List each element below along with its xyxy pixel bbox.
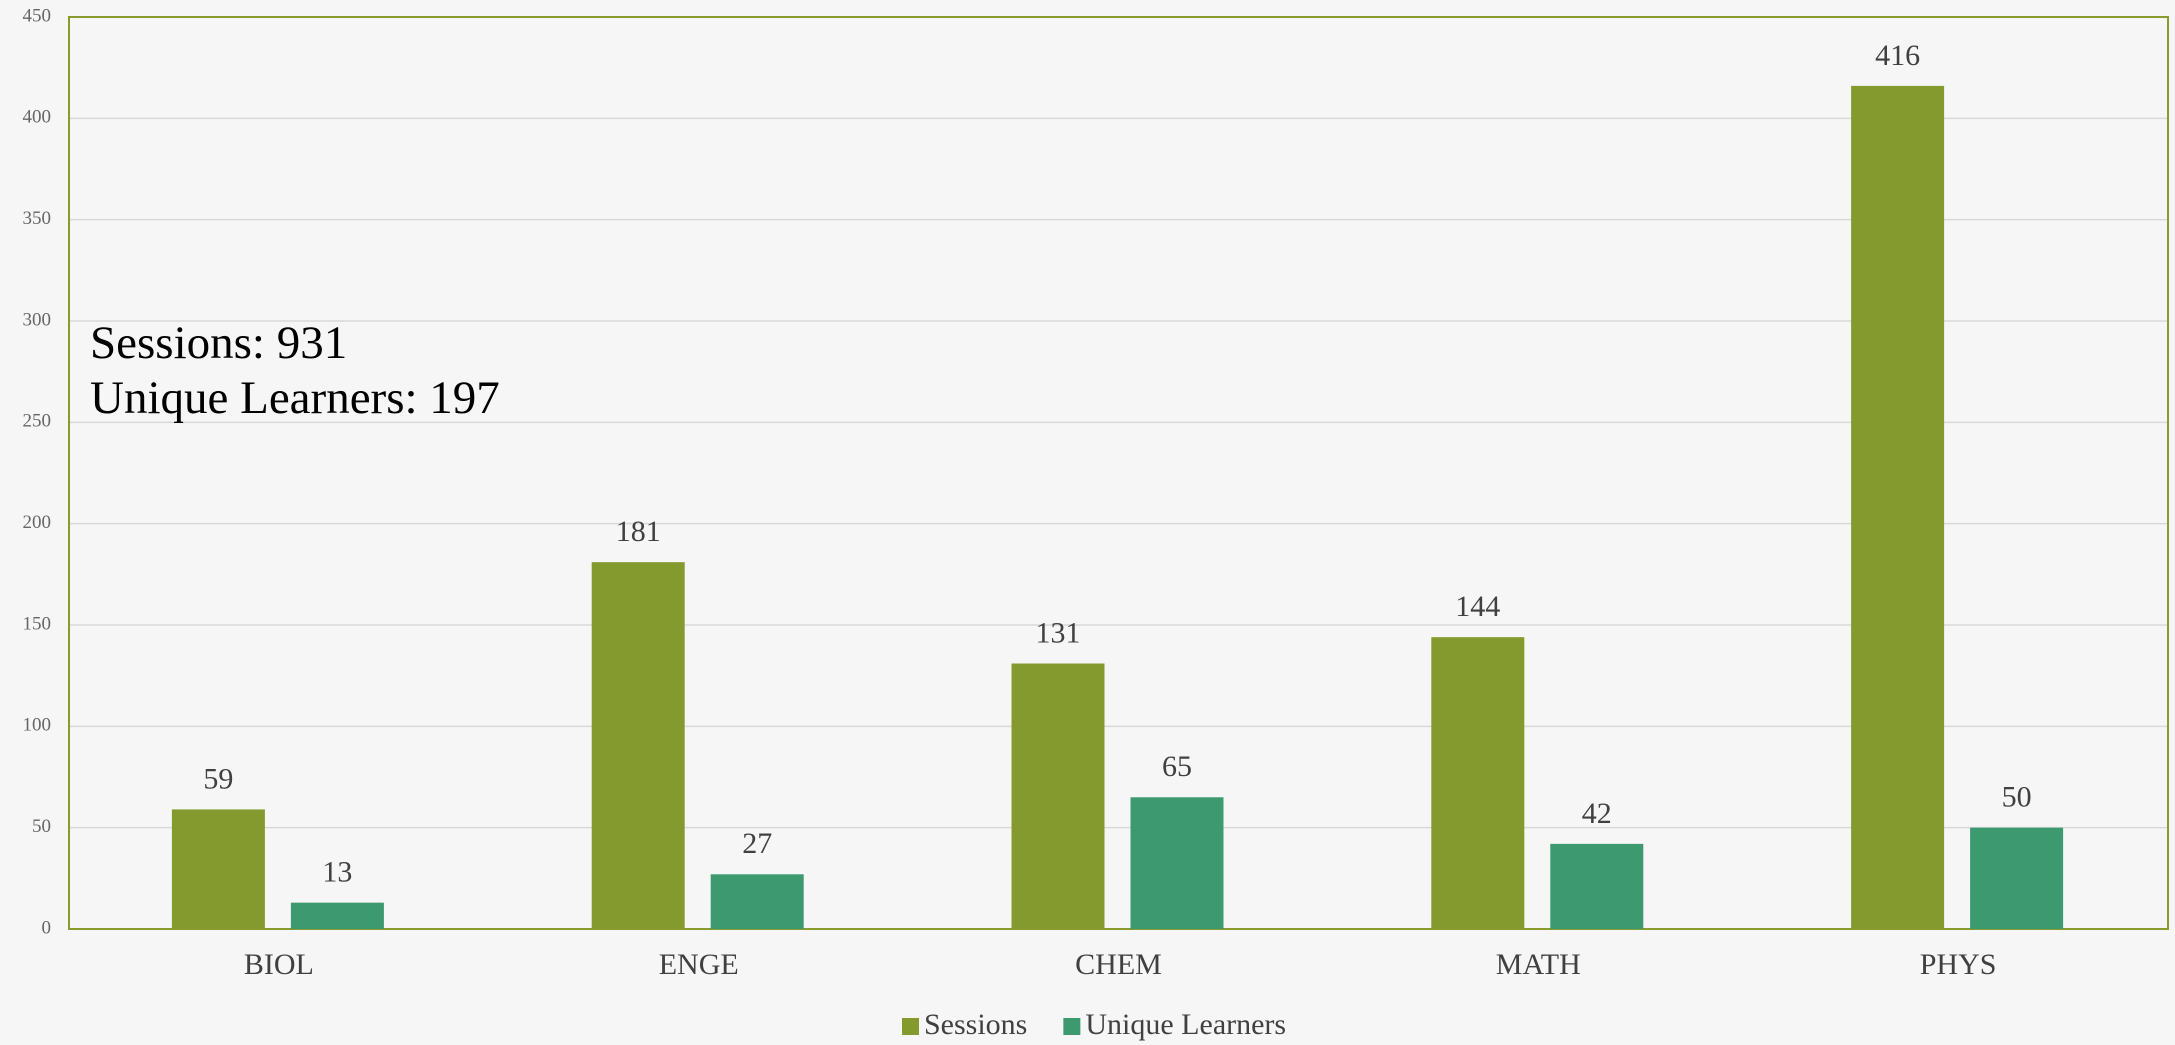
- bar: [591, 562, 685, 929]
- x-tick-label: ENGE: [659, 948, 739, 981]
- x-tick-label: BIOL: [244, 948, 314, 981]
- y-tick-label: 50: [32, 816, 51, 837]
- bar: [1431, 637, 1525, 929]
- bar: [1550, 843, 1644, 929]
- legend-label: Unique Learners: [1085, 1008, 1286, 1041]
- y-tick-label: 350: [23, 208, 52, 229]
- y-tick-label: 250: [23, 411, 52, 432]
- value-label: 416: [1875, 39, 1920, 72]
- value-label: 59: [203, 762, 233, 795]
- value-label: 50: [2002, 781, 2032, 814]
- y-tick-label: 450: [23, 5, 52, 26]
- x-tick-label: PHYS: [1920, 948, 1997, 981]
- y-tick-label: 300: [23, 309, 52, 330]
- bar: [171, 809, 265, 929]
- value-label: 144: [1455, 590, 1500, 623]
- bar: [1130, 797, 1224, 929]
- value-label: 181: [616, 515, 661, 548]
- plot-border: [68, 16, 2169, 930]
- value-label: 65: [1162, 750, 1192, 783]
- legend-swatch: [1063, 1018, 1081, 1035]
- bar: [1851, 85, 1945, 929]
- y-tick-label: 400: [23, 107, 52, 128]
- bar: [710, 874, 804, 929]
- y-tick-label: 100: [23, 715, 52, 736]
- value-label: 27: [742, 827, 772, 860]
- y-tick-label: 150: [23, 613, 52, 634]
- annotation: Unique Learners: 197: [90, 372, 500, 424]
- bar: [290, 902, 384, 929]
- x-tick-label: MATH: [1496, 948, 1581, 981]
- y-tick-label: 0: [42, 917, 52, 938]
- bar: [1970, 827, 2064, 929]
- value-label: 131: [1036, 616, 1081, 649]
- annotation: Sessions: 931: [90, 317, 347, 369]
- y-tick-label: 200: [23, 512, 52, 533]
- x-tick-label: CHEM: [1075, 948, 1162, 981]
- value-label: 42: [1582, 797, 1612, 830]
- bar: [1011, 663, 1105, 929]
- legend-swatch: [902, 1018, 919, 1035]
- legend-label: Sessions: [924, 1008, 1027, 1041]
- value-label: 13: [322, 856, 352, 889]
